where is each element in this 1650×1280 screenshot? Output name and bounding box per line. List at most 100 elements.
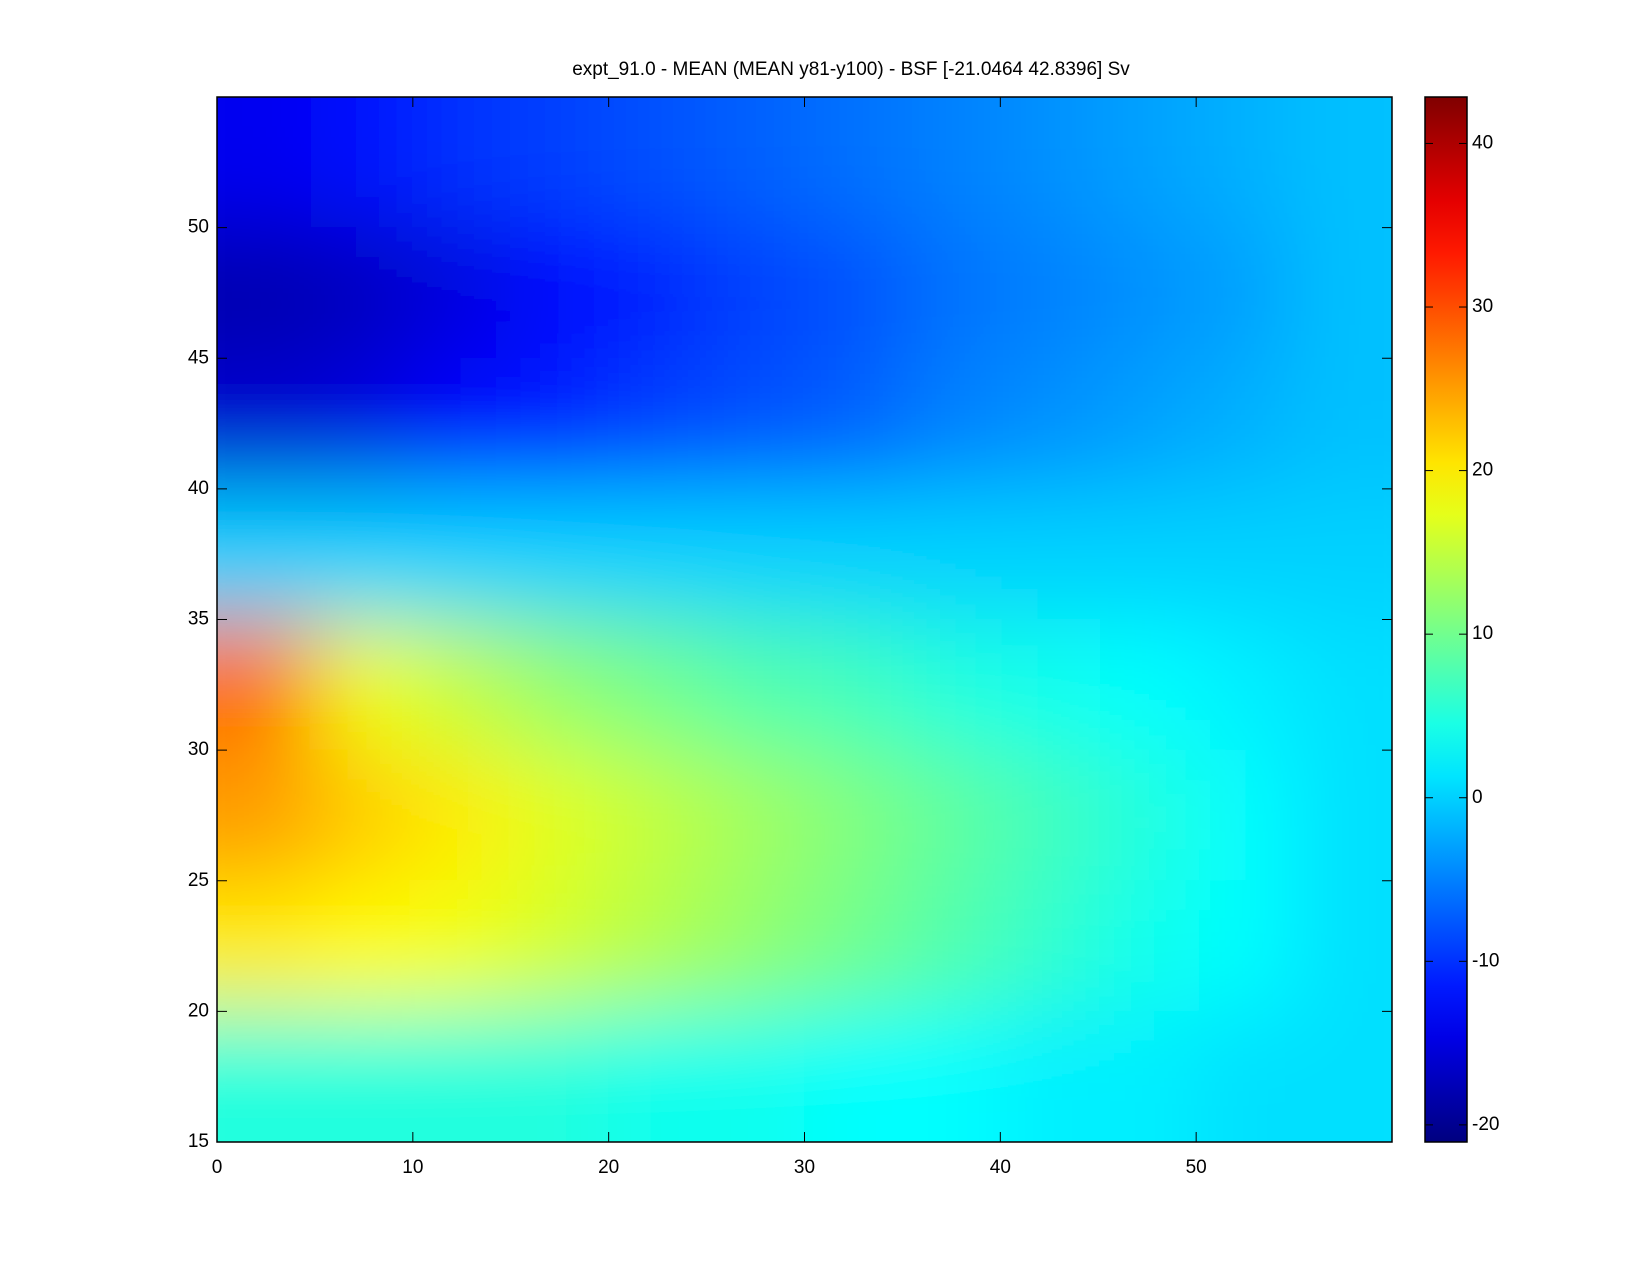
heatmap-cell (314, 1010, 414, 1142)
heatmap-cell (314, 488, 414, 620)
heatmap-cell (1097, 880, 1197, 1012)
heatmap-cell (1195, 880, 1295, 1012)
heatmap-cell (412, 619, 512, 751)
heatmap-cell (1293, 619, 1392, 751)
heatmap-cell (412, 749, 512, 882)
heatmap-cell (412, 227, 512, 359)
heatmap-cell (804, 97, 903, 229)
heatmap-cell (608, 749, 708, 882)
heatmap-cell (1293, 749, 1392, 882)
colorbar-tick-label: 20 (1472, 460, 1493, 481)
heatmap-cell (1195, 749, 1295, 882)
heatmap-cell (1097, 749, 1197, 882)
heatmap-cell (804, 227, 903, 359)
colorbar-tick-label: -10 (1472, 950, 1499, 971)
chart-title: expt_91.0 - MEAN (MEAN y81-y100) - BSF [… (572, 59, 1130, 80)
heatmap-cell (510, 1010, 610, 1142)
x-tick-label: 30 (794, 1157, 815, 1178)
heatmap-cell (314, 97, 414, 229)
colorbar (1424, 96, 1468, 1143)
heatmap-cell (314, 619, 414, 751)
heatmap-cell (217, 488, 316, 620)
heatmap-cell (608, 619, 708, 751)
heatmap-cell (412, 97, 512, 229)
heatmap-cell (901, 357, 1001, 490)
heatmap-cell (1195, 227, 1295, 359)
heatmap-cell (608, 97, 708, 229)
y-tick-label: 15 (188, 1131, 209, 1152)
heatmap-cell (901, 749, 1001, 882)
heatmap-cell (804, 488, 903, 620)
heatmap-cell (510, 619, 610, 751)
heatmap-cell (1195, 357, 1295, 490)
heatmap-cell (1293, 488, 1392, 620)
heatmap-cell (1293, 357, 1392, 490)
heatmap-cell (804, 619, 903, 751)
heatmap-cell (804, 357, 903, 490)
x-tick-label: 0 (212, 1157, 223, 1178)
heatmap-cell (706, 619, 805, 751)
heatmap-cell (706, 488, 805, 620)
heatmap-cell (1097, 619, 1197, 751)
heatmap-cell (1097, 227, 1197, 359)
heatmap-cell (999, 619, 1099, 751)
heatmap-cell (901, 488, 1001, 620)
heatmap-cell (217, 357, 316, 490)
y-tick-label: 35 (188, 609, 209, 630)
heatmap-cell (217, 880, 316, 1012)
heatmap-cell (412, 1010, 512, 1142)
heatmap-cell (217, 227, 316, 359)
heatmap-cell (608, 880, 708, 1012)
heatmap-cell (510, 880, 610, 1012)
heatmap-cell (706, 97, 805, 229)
y-tick-label: 45 (188, 347, 209, 368)
heatmap-cell (999, 749, 1099, 882)
heatmap-cell (314, 749, 414, 882)
heatmap-cell (510, 749, 610, 882)
heatmap-cell (1293, 97, 1392, 229)
heatmap-cell (217, 1010, 316, 1142)
heatmap-cell (901, 97, 1001, 229)
heatmap-cell (510, 488, 610, 620)
heatmap-cell (608, 227, 708, 359)
heatmap-cell (804, 1010, 903, 1142)
heatmap-cell (510, 227, 610, 359)
x-tick-label: 50 (1186, 1157, 1207, 1178)
heatmap-cell (314, 357, 414, 490)
heatmap-cell (217, 619, 316, 751)
heatmap-cell (1195, 1010, 1295, 1142)
y-tick-label: 50 (188, 217, 209, 238)
colorbar-tick-label: 30 (1472, 296, 1493, 317)
heatmap-cell (314, 227, 414, 359)
heatmap-cell (706, 1010, 805, 1142)
heatmap-cell (1097, 1010, 1197, 1142)
heatmap-cell (999, 880, 1099, 1012)
heatmap-cell (999, 227, 1099, 359)
heatmap-cell (1293, 880, 1392, 1012)
heatmap-cell (999, 357, 1099, 490)
y-tick-label: 25 (188, 870, 209, 891)
heatmap-cell (510, 97, 610, 229)
heatmap-cell (999, 97, 1099, 229)
heatmap-cell (510, 357, 610, 490)
heatmap-cell (1293, 227, 1392, 359)
heatmap-cell (1097, 357, 1197, 490)
colorbar-tick-label: -20 (1472, 1114, 1499, 1135)
heatmap-cell (314, 880, 414, 1012)
colorbar-tick-label: 0 (1472, 787, 1483, 808)
heatmap-cell (1097, 97, 1197, 229)
x-tick-label: 40 (990, 1157, 1011, 1178)
heatmap-cell (217, 97, 316, 229)
heatmap-cell (1195, 619, 1295, 751)
y-tick-label: 40 (188, 478, 209, 499)
heatmap-cell (608, 1010, 708, 1142)
colorbar-tick-label: 10 (1472, 623, 1493, 644)
heatmap-cell (706, 749, 805, 882)
heatmap-cell (412, 488, 512, 620)
heatmap-cell (901, 1010, 1001, 1142)
heatmap-cell (804, 880, 903, 1012)
heatmap-cell (999, 488, 1099, 620)
heatmap-cell (901, 619, 1001, 751)
heatmap-cell (706, 880, 805, 1012)
